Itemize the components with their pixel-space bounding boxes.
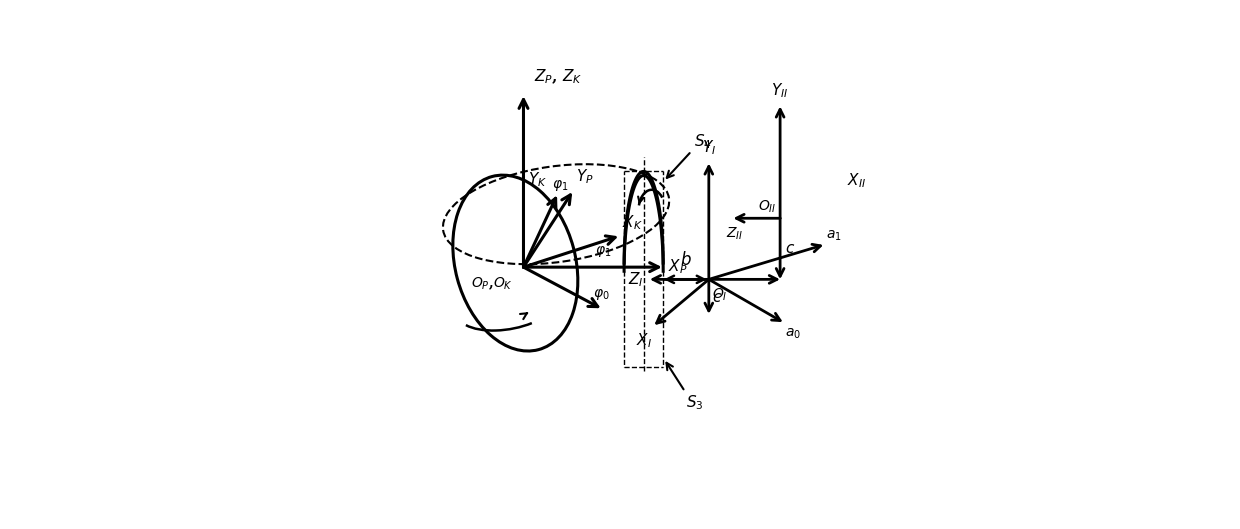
Text: $Z_{II}$: $Z_{II}$ [727, 225, 744, 242]
Text: $c$: $c$ [785, 242, 795, 256]
Text: $Z_I$: $Z_I$ [627, 270, 644, 289]
Text: $O_I$: $O_I$ [712, 287, 728, 303]
Text: $X_{II}$: $X_{II}$ [847, 171, 867, 190]
Text: $Y_K$: $Y_K$ [528, 170, 547, 189]
Text: $O_{II}$: $O_{II}$ [759, 198, 776, 215]
Text: $c$: $c$ [712, 291, 722, 305]
Text: $Y_P$: $Y_P$ [577, 167, 594, 186]
Text: $b$: $b$ [680, 251, 691, 269]
Text: $Z_P$, $Z_K$: $Z_P$, $Z_K$ [533, 67, 582, 86]
Text: $S_4$: $S_4$ [693, 132, 712, 151]
Text: $X_P$: $X_P$ [668, 258, 688, 277]
Text: $\varphi_1$: $\varphi_1$ [595, 244, 611, 259]
Text: $a_0$: $a_0$ [785, 326, 801, 341]
Text: $Y_I$: $Y_I$ [702, 139, 715, 157]
Text: $S_3$: $S_3$ [686, 394, 703, 412]
Text: $X_I$: $X_I$ [636, 331, 652, 350]
Text: $\varphi_1$: $\varphi_1$ [552, 178, 568, 193]
Text: $\varphi_0$: $\varphi_0$ [593, 287, 609, 303]
Text: $O_P$,$O_K$: $O_P$,$O_K$ [471, 275, 513, 292]
Text: $a_1$: $a_1$ [826, 229, 841, 243]
Text: $Y_{II}$: $Y_{II}$ [771, 81, 789, 100]
Text: $X_K$: $X_K$ [622, 214, 644, 232]
